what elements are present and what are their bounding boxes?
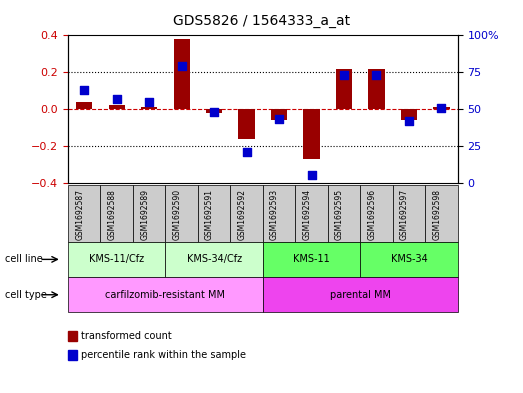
Text: transformed count: transformed count [81,331,172,341]
Text: GSM1692587: GSM1692587 [75,189,84,240]
Text: GSM1692593: GSM1692593 [270,189,279,240]
Bar [303,109,320,159]
Text: GSM1692596: GSM1692596 [368,189,377,240]
Bar [76,102,93,109]
Point [275,116,283,123]
Point [437,105,446,111]
Text: GSM1692590: GSM1692590 [173,189,181,240]
Bar [206,109,222,113]
Point [308,172,316,178]
Text: GSM1692597: GSM1692597 [400,189,409,240]
Point [177,63,186,70]
Point [340,72,348,78]
Text: GSM1692592: GSM1692592 [237,189,246,240]
Text: GSM1692588: GSM1692588 [108,189,117,240]
Point [112,95,121,102]
Bar [401,109,417,120]
Bar [141,107,157,109]
Point [242,149,251,155]
Text: cell line: cell line [5,254,43,264]
Text: carfilzomib-resistant MM: carfilzomib-resistant MM [106,290,225,300]
Text: GSM1692591: GSM1692591 [205,189,214,240]
Text: GDS5826 / 1564333_a_at: GDS5826 / 1564333_a_at [173,14,350,28]
Text: GSM1692589: GSM1692589 [140,189,149,240]
Point [145,99,153,105]
Text: KMS-34: KMS-34 [391,254,427,264]
Text: GSM1692594: GSM1692594 [302,189,312,240]
Point [210,109,218,115]
Bar [368,68,384,109]
Text: GSM1692598: GSM1692598 [433,189,441,240]
Text: KMS-11: KMS-11 [293,254,330,264]
Text: parental MM: parental MM [329,290,391,300]
Text: percentile rank within the sample: percentile rank within the sample [81,350,246,360]
Point [372,72,381,78]
Bar [433,107,449,109]
Point [80,87,88,93]
Text: KMS-34/Cfz: KMS-34/Cfz [187,254,242,264]
Bar [109,105,125,109]
Bar [271,109,287,120]
Point [405,118,413,124]
Text: cell type: cell type [5,290,47,300]
Bar [336,68,352,109]
Bar [238,109,255,138]
Text: GSM1692595: GSM1692595 [335,189,344,240]
Text: KMS-11/Cfz: KMS-11/Cfz [89,254,144,264]
Bar [174,39,190,109]
